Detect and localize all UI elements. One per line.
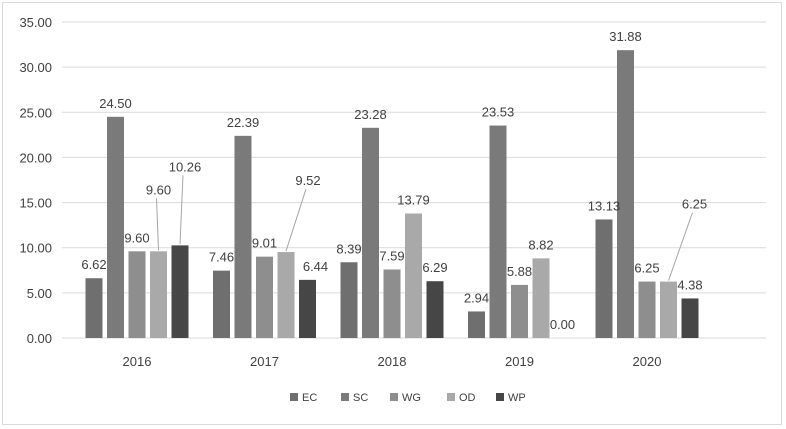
bar-od-2018 xyxy=(405,213,422,338)
data-label: 9.60 xyxy=(124,230,149,245)
x-tick-label: 2020 xyxy=(633,354,662,369)
bar-wp-2017 xyxy=(299,279,316,338)
leader-line xyxy=(285,188,307,252)
bar-wg-2017 xyxy=(256,256,273,338)
y-tick-label: 30.00 xyxy=(19,60,52,75)
legend-label-wp: WP xyxy=(508,392,526,404)
data-label: 8.39 xyxy=(336,241,361,256)
x-axis: 2016 2017 2018 2019 2020 xyxy=(123,354,662,369)
bar-sc-2016 xyxy=(107,116,124,338)
bar-wp-2016 xyxy=(171,245,189,338)
data-label: 8.82 xyxy=(528,237,553,252)
bar-wg-2018 xyxy=(383,269,401,338)
data-label: 0.00 xyxy=(550,317,575,332)
data-label: 22.39 xyxy=(227,115,260,130)
data-label: 24.50 xyxy=(99,96,132,111)
bar-od-2017 xyxy=(277,252,295,338)
legend-swatch-ec xyxy=(290,393,298,401)
data-label: 23.28 xyxy=(354,107,387,122)
data-label: 6.25 xyxy=(634,261,659,276)
bar-sc-2019 xyxy=(489,125,507,339)
data-label: 9.01 xyxy=(252,236,277,251)
bar-ec-2020 xyxy=(595,219,613,338)
bar-ec-2019 xyxy=(468,311,485,338)
legend-swatch-sc xyxy=(341,393,349,401)
leader-line xyxy=(179,175,184,245)
data-label: 10.26 xyxy=(169,159,202,174)
data-label: 13.13 xyxy=(588,198,621,213)
data-labels: 6.62 24.50 9.60 9.60 10.26 7.46 22.39 9.01 9.52 6… xyxy=(81,29,707,332)
y-tick-label: 5.00 xyxy=(27,286,52,301)
leader-line xyxy=(156,198,159,251)
data-label: 7.46 xyxy=(209,250,234,265)
x-tick-label: 2017 xyxy=(250,354,279,369)
data-label: 5.88 xyxy=(507,264,532,279)
data-label: 23.53 xyxy=(482,105,515,120)
bar-wp-2020 xyxy=(681,298,699,338)
data-label: 6.29 xyxy=(422,260,447,275)
data-label: 4.38 xyxy=(677,277,702,292)
bar-wg-2019 xyxy=(511,284,528,338)
legend-label-ec: EC xyxy=(302,392,317,404)
legend-swatch-wg xyxy=(390,393,398,401)
legend-swatch-wp xyxy=(496,393,504,401)
bar-ec-2016 xyxy=(85,278,103,338)
bar-sc-2018 xyxy=(362,127,379,339)
data-label: 9.52 xyxy=(295,173,320,188)
bar-wp-2018 xyxy=(426,281,444,338)
data-label: 6.25 xyxy=(682,197,707,212)
legend-label-sc: SC xyxy=(353,392,368,404)
y-tick-label: 10.00 xyxy=(19,241,52,256)
y-tick-label: 25.00 xyxy=(19,105,52,120)
data-label: 13.79 xyxy=(397,192,430,207)
bar-ec-2018 xyxy=(340,262,358,338)
legend: EC SC WG OD WP xyxy=(290,392,526,404)
y-axis: 0.00 5.00 10.00 15.00 20.00 25.00 30.00 35.00 xyxy=(19,15,52,346)
chart-frame xyxy=(2,2,782,425)
leader-line xyxy=(668,212,693,281)
bars xyxy=(85,50,699,339)
data-label: 6.44 xyxy=(303,259,328,274)
legend-swatch-od xyxy=(447,393,455,401)
y-tick-label: 0.00 xyxy=(27,331,52,346)
bar-sc-2017 xyxy=(234,135,252,338)
x-tick-label: 2016 xyxy=(123,354,152,369)
bar-wg-2016 xyxy=(128,251,146,338)
data-label: 2.94 xyxy=(464,290,489,305)
bar-od-2019 xyxy=(532,258,550,338)
y-tick-label: 35.00 xyxy=(19,15,52,30)
data-label: 9.60 xyxy=(146,182,171,197)
data-label: 7.59 xyxy=(379,248,404,263)
data-label: 31.88 xyxy=(609,29,642,44)
x-tick-label: 2019 xyxy=(505,354,534,369)
legend-label-wg: WG xyxy=(402,392,421,404)
y-tick-label: 20.00 xyxy=(19,150,52,165)
bar-wg-2020 xyxy=(638,281,656,338)
data-label: 6.62 xyxy=(81,257,106,272)
bar-od-2016 xyxy=(150,251,167,338)
bar-ec-2017 xyxy=(213,270,230,338)
bar-od-2020 xyxy=(660,281,677,338)
y-tick-label: 15.00 xyxy=(19,196,52,211)
legend-label-od: OD xyxy=(459,392,476,404)
bar-sc-2020 xyxy=(617,50,634,339)
x-tick-label: 2018 xyxy=(378,354,407,369)
